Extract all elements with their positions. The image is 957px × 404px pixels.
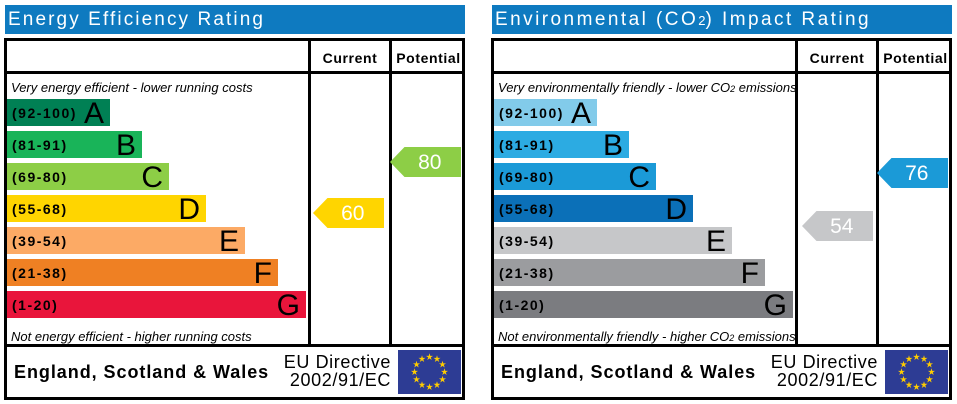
svg-text:76: 76 — [905, 162, 928, 185]
svg-text:60: 60 — [341, 202, 364, 225]
svg-text:80: 80 — [418, 151, 441, 174]
svg-text:54: 54 — [830, 215, 854, 238]
